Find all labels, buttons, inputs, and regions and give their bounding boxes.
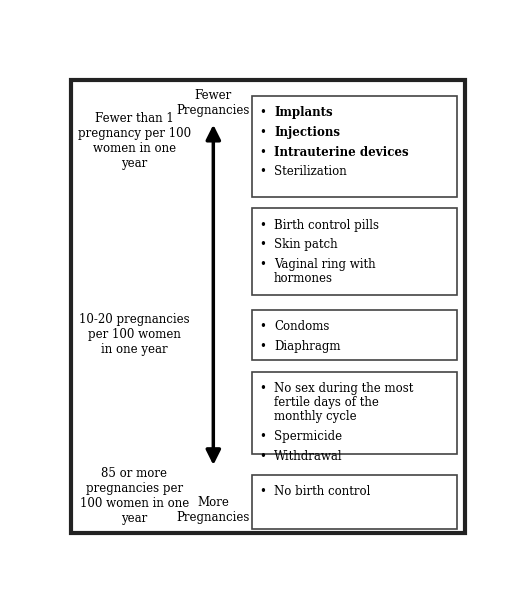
Text: fertile days of the: fertile days of the [274, 396, 379, 409]
Text: 85 or more
pregnancies per
100 women in one
year: 85 or more pregnancies per 100 women in … [79, 467, 189, 525]
Text: Condoms: Condoms [274, 320, 329, 333]
Bar [252, 475, 457, 529]
Text: Fewer than 1
pregnancy per 100
women in one
year: Fewer than 1 pregnancy per 100 women in … [78, 112, 191, 169]
Text: Vaginal ring with: Vaginal ring with [274, 258, 376, 271]
Text: No sex during the most: No sex during the most [274, 382, 414, 395]
Text: •: • [259, 165, 266, 178]
Text: •: • [259, 146, 266, 159]
Text: Skin patch: Skin patch [274, 239, 338, 251]
Text: Injections: Injections [274, 126, 340, 139]
Text: •: • [259, 485, 266, 498]
Text: Spermicide: Spermicide [274, 430, 342, 443]
Text: Diaphragm: Diaphragm [274, 340, 340, 353]
Text: Implants: Implants [274, 106, 333, 120]
Text: Sterilization: Sterilization [274, 165, 347, 178]
Bar [252, 372, 457, 454]
Text: •: • [259, 320, 266, 333]
Text: •: • [259, 258, 266, 271]
Text: •: • [259, 340, 266, 353]
Text: •: • [259, 219, 266, 232]
Text: •: • [259, 382, 266, 395]
Text: •: • [259, 106, 266, 120]
Text: Intrauterine devices: Intrauterine devices [274, 146, 409, 159]
Text: 10-20 pregnancies
per 100 women
in one year: 10-20 pregnancies per 100 women in one y… [79, 313, 190, 356]
Text: •: • [259, 126, 266, 139]
Text: monthly cycle: monthly cycle [274, 410, 357, 423]
Bar [252, 208, 457, 295]
Text: No birth control: No birth control [274, 485, 370, 498]
Text: More
Pregnancies: More Pregnancies [177, 496, 250, 524]
Text: •: • [259, 450, 266, 463]
Text: •: • [259, 430, 266, 443]
Bar [252, 97, 457, 197]
Text: Birth control pills: Birth control pills [274, 219, 379, 232]
Text: Withdrawal: Withdrawal [274, 450, 343, 463]
Text: hormones: hormones [274, 272, 333, 285]
Text: Fewer
Pregnancies: Fewer Pregnancies [177, 89, 250, 117]
Bar [252, 310, 457, 361]
Text: •: • [259, 239, 266, 251]
